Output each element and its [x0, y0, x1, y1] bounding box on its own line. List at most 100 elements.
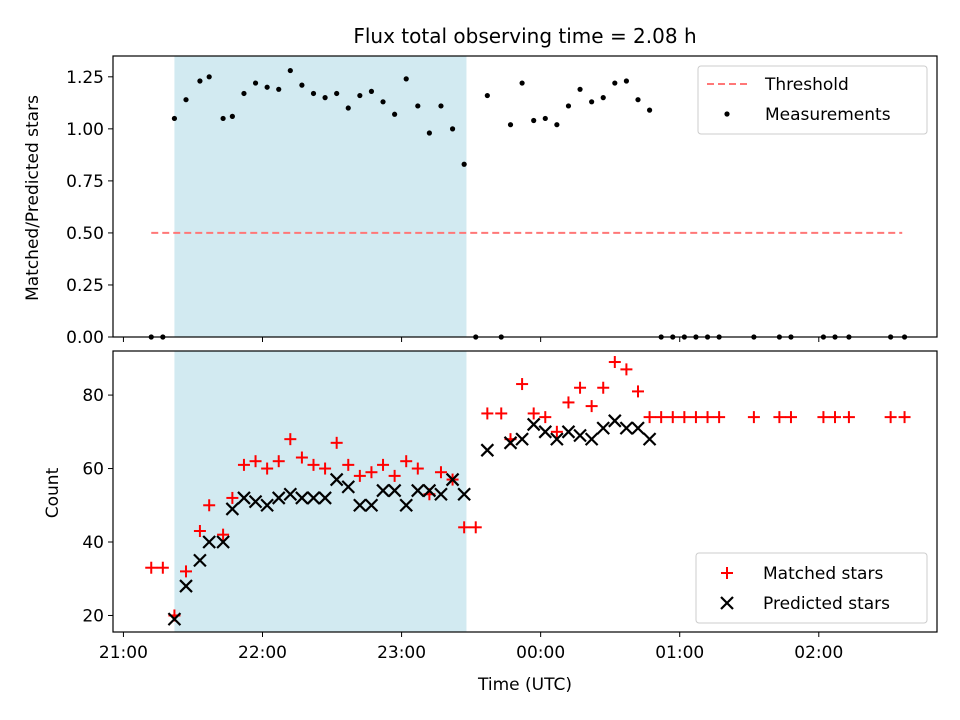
predicted-star-point-b — [248, 494, 263, 509]
matched-star-point — [817, 411, 830, 424]
matched-star-point — [562, 396, 575, 409]
shaded-region — [174, 351, 467, 632]
measurement-point — [623, 78, 630, 84]
measurement-point — [252, 80, 259, 86]
predicted-star-point-b — [364, 498, 379, 513]
measurement-point — [531, 117, 537, 124]
matched-star-point — [829, 411, 842, 424]
predicted-star-point — [434, 487, 448, 502]
matched-star-point — [226, 491, 239, 504]
legend-measurements-swatch — [724, 111, 730, 117]
predicted-star-point — [216, 535, 230, 549]
predicted-star-point — [271, 491, 286, 505]
measurement-point — [519, 80, 525, 86]
predicted-star-point-b — [318, 491, 332, 505]
predicted-star-point — [341, 480, 356, 494]
predicted-star-point-b — [631, 421, 645, 435]
predicted-star-point-b — [271, 491, 286, 505]
predicted-star-point-b — [237, 491, 251, 505]
x-tick-label: 00:00 — [516, 643, 565, 663]
predicted-star-point — [515, 432, 529, 446]
predicted-star-point — [387, 483, 402, 498]
measurement-point — [357, 92, 363, 99]
matched-star-point — [203, 499, 216, 512]
matched-star-point — [655, 411, 668, 424]
matched-star-point — [620, 363, 633, 376]
predicted-star-point-b — [179, 579, 193, 593]
matched-star-point — [516, 378, 529, 391]
legend-matched-swatch — [721, 567, 733, 579]
legend-threshold-label: Threshold — [764, 75, 849, 95]
predicted-star-point-b — [167, 612, 182, 626]
x-tick-label: 02:00 — [794, 643, 843, 663]
matched-star-point — [411, 462, 424, 475]
top-legend-box — [697, 65, 928, 135]
predicted-star-point-b — [561, 425, 576, 439]
y-tick-label: 80 — [82, 386, 104, 406]
measurement-point — [220, 115, 226, 122]
predicted-star-point — [631, 421, 645, 435]
bottom-legend-box — [695, 552, 928, 624]
matched-star-point — [631, 385, 644, 398]
y-tick-label: 20 — [82, 606, 104, 626]
matched-star-point — [342, 458, 355, 471]
matched-star-point — [156, 561, 169, 574]
matched-star-point — [574, 381, 587, 394]
matched-star-point — [713, 411, 726, 424]
measurement-point — [197, 78, 203, 84]
predicted-star-point — [260, 498, 274, 513]
top-plot-frame — [112, 55, 938, 338]
matched-star-point — [353, 469, 366, 482]
measurement-point — [554, 122, 560, 128]
predicted-star-point-b — [295, 491, 309, 505]
predicted-star-point-b — [596, 421, 611, 435]
matched-star-point — [643, 411, 656, 424]
matched-star-point — [495, 407, 508, 420]
predicted-star-point-b — [306, 491, 321, 505]
predicted-star-point-b — [445, 472, 460, 487]
predicted-star-point-b — [608, 414, 622, 428]
matched-star-point — [193, 524, 206, 537]
predicted-star-point-b — [642, 432, 657, 446]
predicted-star-point — [526, 417, 541, 432]
matched-star-point — [217, 528, 230, 541]
matched-star-point — [884, 411, 897, 424]
x-axis-label: Time (UTC) — [477, 675, 572, 695]
matched-star-point — [180, 565, 193, 578]
predicted-star-point — [295, 491, 309, 505]
y-tick-label: 0.00 — [66, 328, 104, 348]
x-tick-label: 01:00 — [655, 643, 704, 663]
predicted-star-point — [596, 421, 611, 435]
measurement-point — [345, 105, 351, 111]
x-tick-label: 21:00 — [99, 643, 148, 663]
predicted-star-point — [329, 472, 344, 487]
top-chart-title: Flux total observing time = 2.08 h — [353, 24, 696, 48]
matched-star-point — [481, 407, 494, 420]
measurement-point — [368, 88, 375, 94]
matched-star-point — [585, 400, 598, 413]
predicted-star-point-b — [193, 553, 207, 568]
bottom-y-axis-label: Count — [43, 467, 63, 518]
measurement-point — [565, 103, 572, 109]
measurement-point — [206, 74, 212, 80]
matched-star-point — [295, 451, 308, 464]
measurement-point — [635, 97, 641, 103]
measurement-point — [287, 67, 293, 74]
measurement-point — [484, 92, 490, 99]
legend-measurements-label: Measurements — [765, 105, 891, 125]
measurement-point — [577, 86, 583, 92]
predicted-star-point-b — [538, 425, 553, 439]
predicted-star-point — [573, 428, 587, 443]
bottom-panel: 21:00 22:00 23:00 00:00 01:00 02:00 20 40 60 80 Ma… — [82, 350, 938, 663]
predicted-star-point-b — [399, 498, 413, 513]
matched-star-point — [434, 466, 447, 479]
measurement-point — [299, 82, 305, 88]
predicted-star-point-b — [202, 535, 216, 549]
matched-star-point — [272, 455, 285, 468]
matched-star-point — [365, 466, 378, 479]
matched-star-point — [784, 411, 797, 424]
matched-star-point — [237, 458, 250, 471]
predicted-star-point-b — [422, 483, 437, 498]
matched-star-point — [145, 561, 158, 574]
measurement-point — [241, 90, 247, 97]
